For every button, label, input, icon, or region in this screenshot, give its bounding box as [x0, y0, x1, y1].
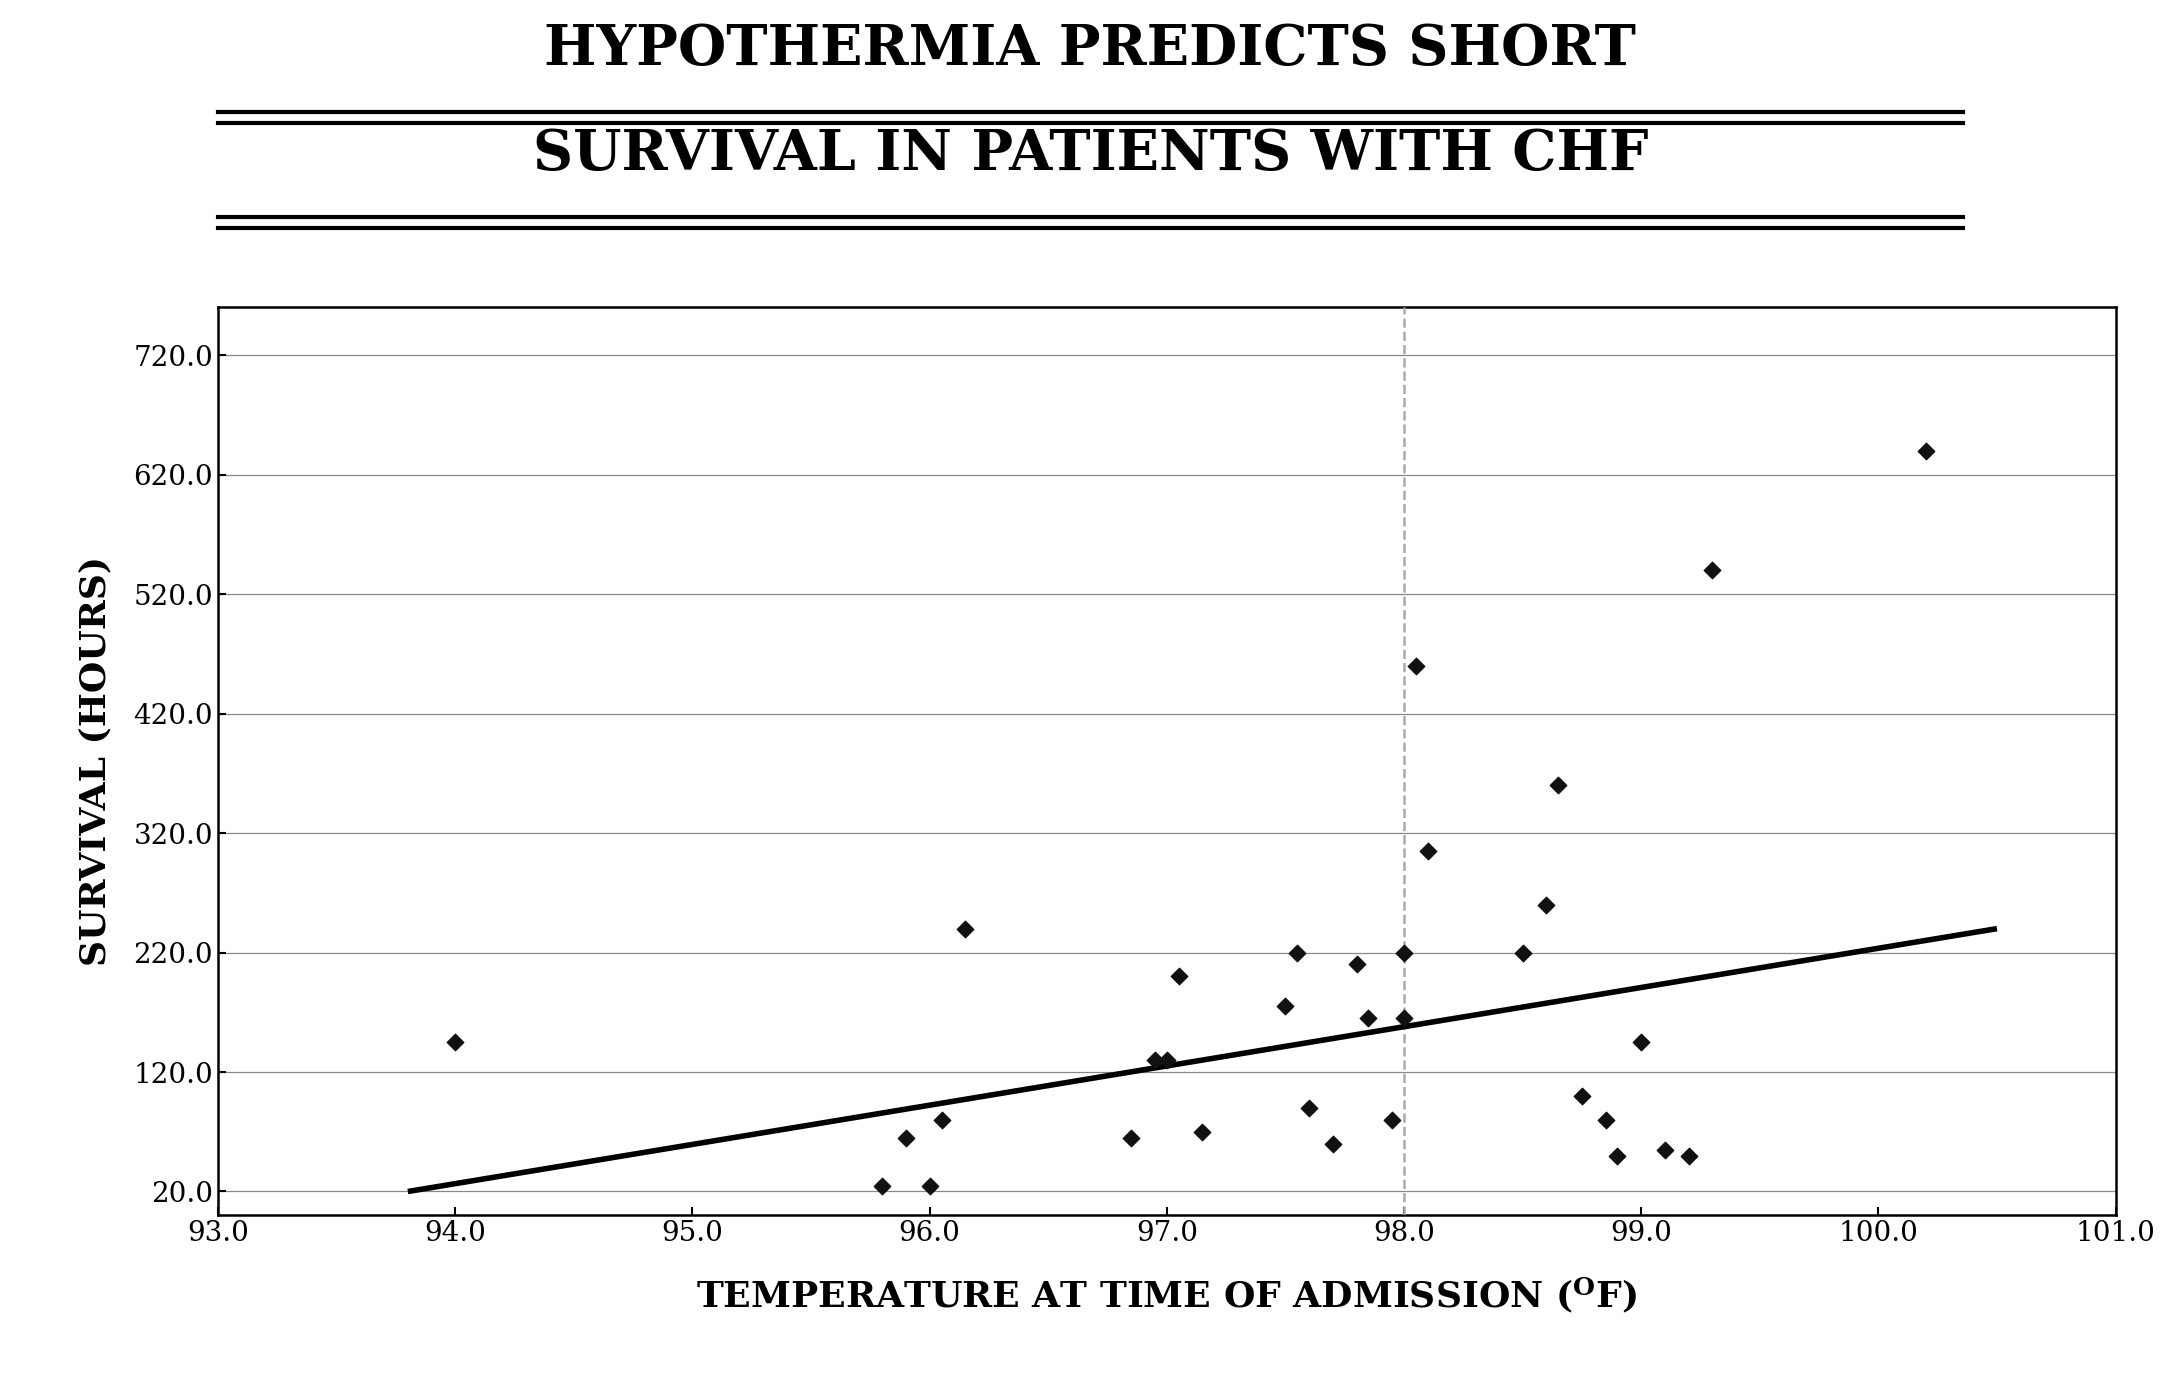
- Point: [1350, 1007, 1385, 1030]
- Point: [1588, 1109, 1623, 1132]
- Point: [864, 1175, 899, 1197]
- Point: [1114, 1126, 1149, 1148]
- Text: SURVIVAL IN PATIENTS WITH CHF: SURVIVAL IN PATIENTS WITH CHF: [532, 127, 1649, 182]
- Point: [1280, 942, 1315, 964]
- X-axis label: TEMPERATURE AT TIME OF ADMISSION ($\mathregular{^O}$F): TEMPERATURE AT TIME OF ADMISSION ($\math…: [696, 1275, 1638, 1315]
- Point: [1315, 1133, 1350, 1155]
- Point: [1505, 942, 1540, 964]
- Point: [1398, 655, 1433, 678]
- Point: [1564, 1084, 1599, 1106]
- Point: [1411, 840, 1446, 862]
- Point: [1540, 774, 1575, 796]
- Point: [1291, 1097, 1326, 1119]
- Point: [1671, 1144, 1706, 1166]
- Point: [1339, 953, 1374, 975]
- Point: [1374, 1109, 1409, 1132]
- Point: [1160, 965, 1195, 988]
- Point: [949, 918, 984, 940]
- Text: HYPOTHERMIA PREDICTS SHORT: HYPOTHERMIA PREDICTS SHORT: [545, 22, 1636, 77]
- Y-axis label: SURVIVAL (HOURS): SURVIVAL (HOURS): [79, 556, 113, 967]
- Point: [925, 1109, 960, 1132]
- Point: [1647, 1139, 1682, 1161]
- Point: [1695, 559, 1730, 581]
- Point: [1908, 440, 1943, 462]
- Point: [888, 1126, 923, 1148]
- Point: [1623, 1031, 1658, 1053]
- Point: [1149, 1049, 1184, 1071]
- Point: [1387, 942, 1422, 964]
- Point: [1267, 995, 1302, 1017]
- Point: [1184, 1120, 1219, 1143]
- Point: [438, 1031, 473, 1053]
- Point: [1601, 1144, 1636, 1166]
- Point: [1529, 894, 1564, 916]
- Point: [1387, 1007, 1422, 1030]
- Point: [1138, 1049, 1173, 1071]
- Point: [912, 1175, 947, 1197]
